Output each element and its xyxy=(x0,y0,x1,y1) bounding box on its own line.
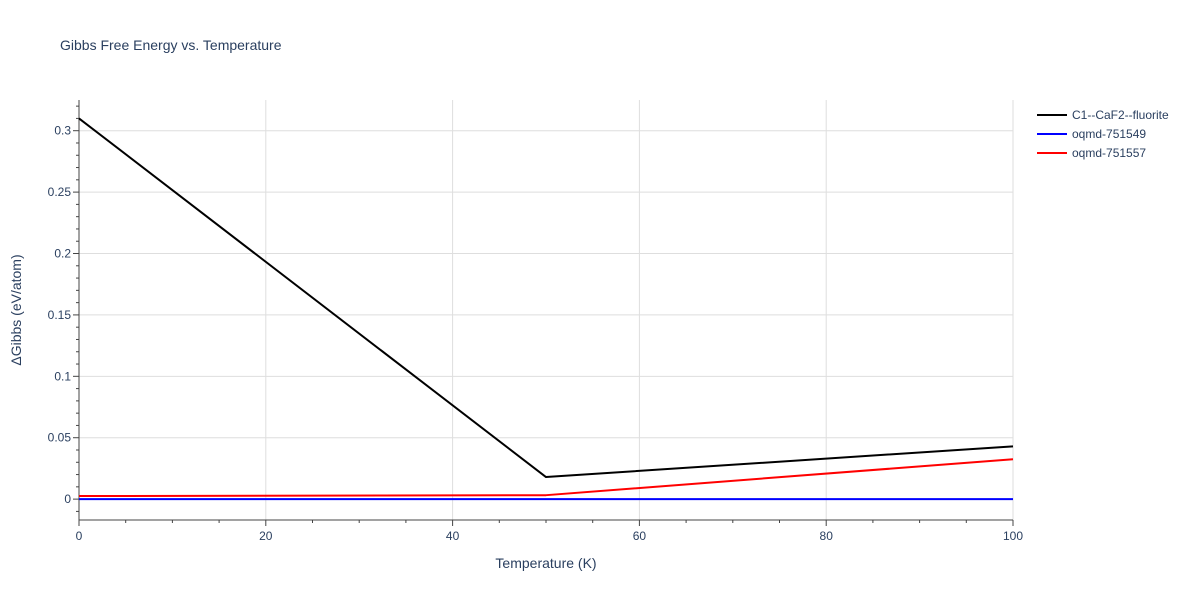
legend: C1--CaF2--fluorite oqmd-751549 oqmd-751557 xyxy=(1037,108,1169,160)
series-line-c1-caf2-fluorite xyxy=(78,117,1014,479)
x-axis-title: Temperature (K) xyxy=(495,555,596,571)
legend-label: oqmd-751549 xyxy=(1072,127,1146,141)
x-tick-label: 20 xyxy=(259,529,273,543)
x-tick-label: 40 xyxy=(446,529,460,543)
y-tick-label: 0.1 xyxy=(54,369,71,383)
y-tick-label: 0.2 xyxy=(54,247,71,261)
y-tick-label: 0.05 xyxy=(48,431,72,445)
grid-layer xyxy=(79,100,1014,520)
x-tick-label: 100 xyxy=(1003,529,1023,543)
x-tick-label: 60 xyxy=(633,529,647,543)
y-tick-label: 0 xyxy=(64,492,71,506)
x-tick-label: 80 xyxy=(820,529,834,543)
axes-layer: 0 20 40 60 80 100 0 0.05 0.1 0.15 0.2 0.25 0.3 xyxy=(48,100,1023,543)
y-tick-label: 0.3 xyxy=(54,124,71,138)
y-axis-title: ΔGibbs (eV/atom) xyxy=(8,254,24,365)
series-line-oqmd-751557 xyxy=(78,458,1014,498)
x-tick-label: 0 xyxy=(76,529,83,543)
y-tick-label: 0.25 xyxy=(48,185,72,199)
y-tick-label: 0.15 xyxy=(48,308,72,322)
legend-label: C1--CaF2--fluorite xyxy=(1072,108,1169,122)
chart-title: Gibbs Free Energy vs. Temperature xyxy=(60,37,282,53)
legend-label: oqmd-751557 xyxy=(1072,146,1146,160)
series-layer xyxy=(78,117,1014,501)
